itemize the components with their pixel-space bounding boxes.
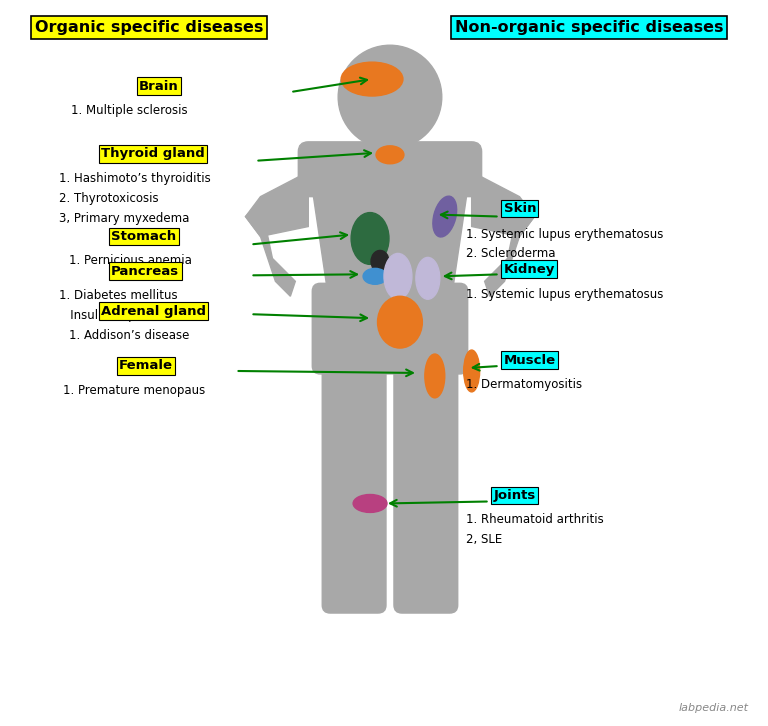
Text: 3, Primary myxedema: 3, Primary myxedema	[59, 211, 190, 224]
Ellipse shape	[376, 146, 404, 164]
Text: 1. Pernicious anemia: 1. Pernicious anemia	[69, 254, 192, 267]
Polygon shape	[485, 202, 535, 296]
Text: 1. Rheumatoid arthritis: 1. Rheumatoid arthritis	[465, 513, 604, 526]
Polygon shape	[308, 162, 472, 296]
Text: Kidney: Kidney	[504, 263, 555, 276]
Text: 1. Premature menopaus: 1. Premature menopaus	[63, 384, 206, 397]
Text: 1. Addison’s disease: 1. Addison’s disease	[69, 329, 190, 342]
Polygon shape	[472, 172, 535, 237]
Text: 1. Systemic lupus erythematosus: 1. Systemic lupus erythematosus	[465, 227, 663, 240]
Ellipse shape	[378, 296, 422, 348]
Text: Brain: Brain	[139, 80, 179, 92]
Ellipse shape	[351, 213, 389, 264]
Text: Non-organic specific diseases: Non-organic specific diseases	[455, 20, 723, 35]
Polygon shape	[246, 172, 308, 237]
Text: Organic specific diseases: Organic specific diseases	[35, 20, 263, 35]
Text: Female: Female	[119, 359, 173, 372]
Text: Joints: Joints	[494, 489, 536, 502]
Ellipse shape	[341, 62, 403, 96]
Polygon shape	[320, 296, 460, 366]
Text: Skin: Skin	[504, 202, 536, 215]
FancyBboxPatch shape	[372, 134, 408, 159]
Text: 2, SLE: 2, SLE	[465, 534, 502, 547]
Text: 2. Scleroderma: 2. Scleroderma	[465, 248, 555, 261]
FancyBboxPatch shape	[323, 338, 386, 613]
Text: 2. Thyrotoxicosis: 2. Thyrotoxicosis	[59, 192, 159, 205]
Text: Stomach: Stomach	[111, 230, 176, 243]
Text: Insulin-dependent: Insulin-dependent	[59, 309, 177, 322]
Ellipse shape	[384, 253, 412, 299]
Text: 1. Multiple sclerosis: 1. Multiple sclerosis	[71, 104, 188, 117]
FancyBboxPatch shape	[313, 283, 468, 374]
Text: Pancreas: Pancreas	[111, 265, 179, 278]
Ellipse shape	[425, 354, 445, 398]
Circle shape	[338, 45, 442, 149]
Polygon shape	[246, 202, 296, 296]
Text: Thyroid gland: Thyroid gland	[101, 147, 205, 160]
Text: Adrenal gland: Adrenal gland	[101, 305, 206, 318]
Ellipse shape	[363, 269, 387, 285]
Ellipse shape	[464, 350, 480, 392]
Text: 1. Diabetes mellitus: 1. Diabetes mellitus	[59, 289, 178, 302]
Text: 1. Systemic lupus erythematosus: 1. Systemic lupus erythematosus	[465, 288, 663, 301]
FancyBboxPatch shape	[298, 142, 482, 197]
Ellipse shape	[416, 258, 440, 299]
Text: 1. Dermatomyositis: 1. Dermatomyositis	[465, 378, 582, 391]
Ellipse shape	[353, 494, 387, 513]
FancyBboxPatch shape	[394, 338, 458, 613]
Text: 1. Hashimoto’s thyroiditis: 1. Hashimoto’s thyroiditis	[59, 172, 211, 184]
Text: Muscle: Muscle	[504, 354, 556, 367]
Ellipse shape	[433, 196, 457, 237]
Ellipse shape	[371, 250, 389, 272]
Text: labpedia.net: labpedia.net	[679, 703, 749, 713]
